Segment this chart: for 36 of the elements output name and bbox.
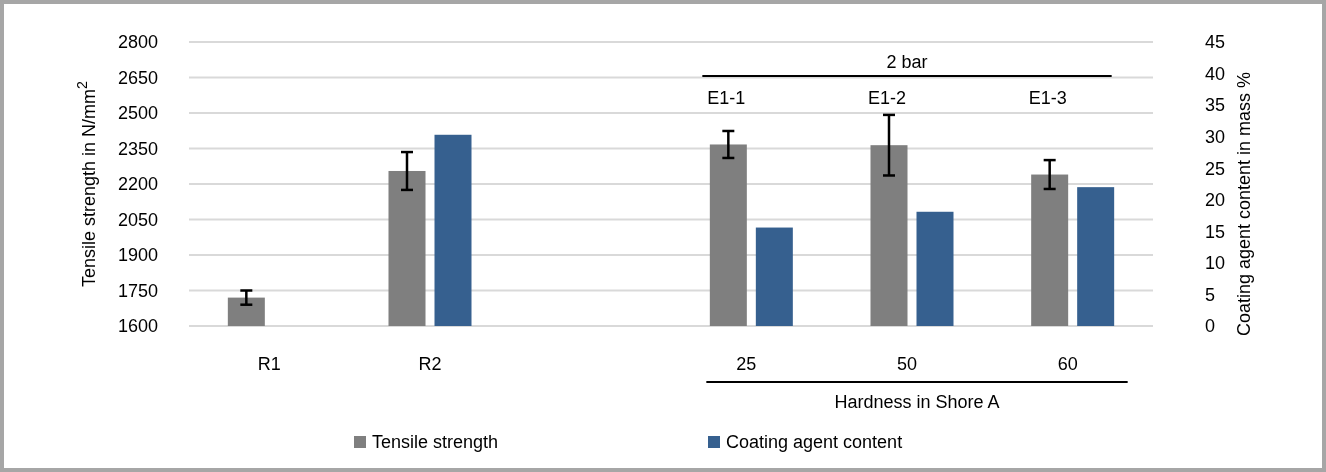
bar xyxy=(755,227,793,326)
y2-tick-label: 10 xyxy=(1205,253,1226,274)
y2-tick-label: 15 xyxy=(1205,221,1226,242)
annotation: 2 bar xyxy=(886,52,928,72)
y-tick-label: 2650 xyxy=(117,67,158,88)
annotation: E1-1 xyxy=(707,88,746,108)
legend-label: Coating agent content xyxy=(726,432,903,453)
x-tick-label: 25 xyxy=(736,354,757,374)
x-tick-label: R2 xyxy=(418,354,442,374)
legend-label: Tensile strength xyxy=(372,432,499,453)
y-tick-label: 2050 xyxy=(117,209,158,230)
y-tick-label: 1600 xyxy=(117,316,158,337)
y-tick-label: 2350 xyxy=(117,138,158,159)
bar xyxy=(434,134,472,326)
annotation: E1-2 xyxy=(867,88,907,108)
x-tick-label: R1 xyxy=(257,354,281,374)
bar xyxy=(1077,187,1115,326)
x-axis-title: Hardness in Shore A xyxy=(834,392,1000,412)
y-tick-label: 1750 xyxy=(117,280,158,301)
y2-axis-title: Coating agent content in mass % xyxy=(1234,71,1254,337)
y-tick-label: 1900 xyxy=(117,245,158,266)
x-tick-label: 50 xyxy=(896,354,918,374)
x-tick-label: 60 xyxy=(1057,354,1078,374)
y-tick-label: 2800 xyxy=(117,32,158,53)
y2-tick-label: 25 xyxy=(1205,158,1226,179)
annotation: E1-3 xyxy=(1028,88,1067,108)
y2-tick-label: 5 xyxy=(1205,284,1216,305)
y-tick-label: 2500 xyxy=(117,103,158,124)
y2-tick-label: 35 xyxy=(1205,95,1226,116)
y-tick-label: 2200 xyxy=(117,174,158,195)
y2-tick-label: 30 xyxy=(1205,126,1226,147)
y2-tick-label: 40 xyxy=(1205,63,1226,84)
y2-tick-label: 45 xyxy=(1205,32,1226,53)
y2-tick-label: 20 xyxy=(1205,190,1226,211)
bar xyxy=(916,211,954,326)
y2-tick-label: 0 xyxy=(1205,316,1216,337)
